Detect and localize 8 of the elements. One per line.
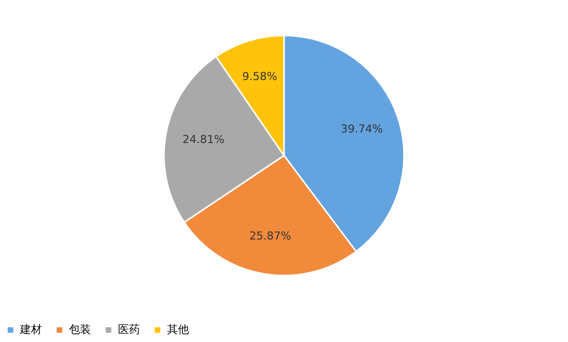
data-label: 24.81%	[182, 133, 224, 146]
legend-label: 其他	[167, 322, 189, 336]
data-label: 25.87%	[249, 229, 292, 242]
legend-label: 建材	[19, 322, 42, 336]
data-label: 9.58%	[242, 70, 278, 84]
legend-label: 包装	[69, 322, 91, 336]
data-label: 39.74%	[340, 122, 383, 136]
legend-label: 医药	[118, 322, 140, 336]
